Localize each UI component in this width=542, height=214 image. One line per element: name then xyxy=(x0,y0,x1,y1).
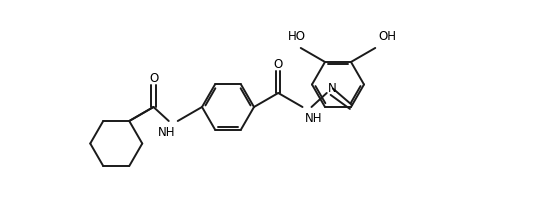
Text: O: O xyxy=(274,58,283,71)
Text: N: N xyxy=(328,82,337,95)
Text: HO: HO xyxy=(288,30,306,43)
Text: OH: OH xyxy=(378,30,396,43)
Text: O: O xyxy=(149,72,158,85)
Text: NH: NH xyxy=(305,112,322,125)
Text: NH: NH xyxy=(158,126,176,139)
